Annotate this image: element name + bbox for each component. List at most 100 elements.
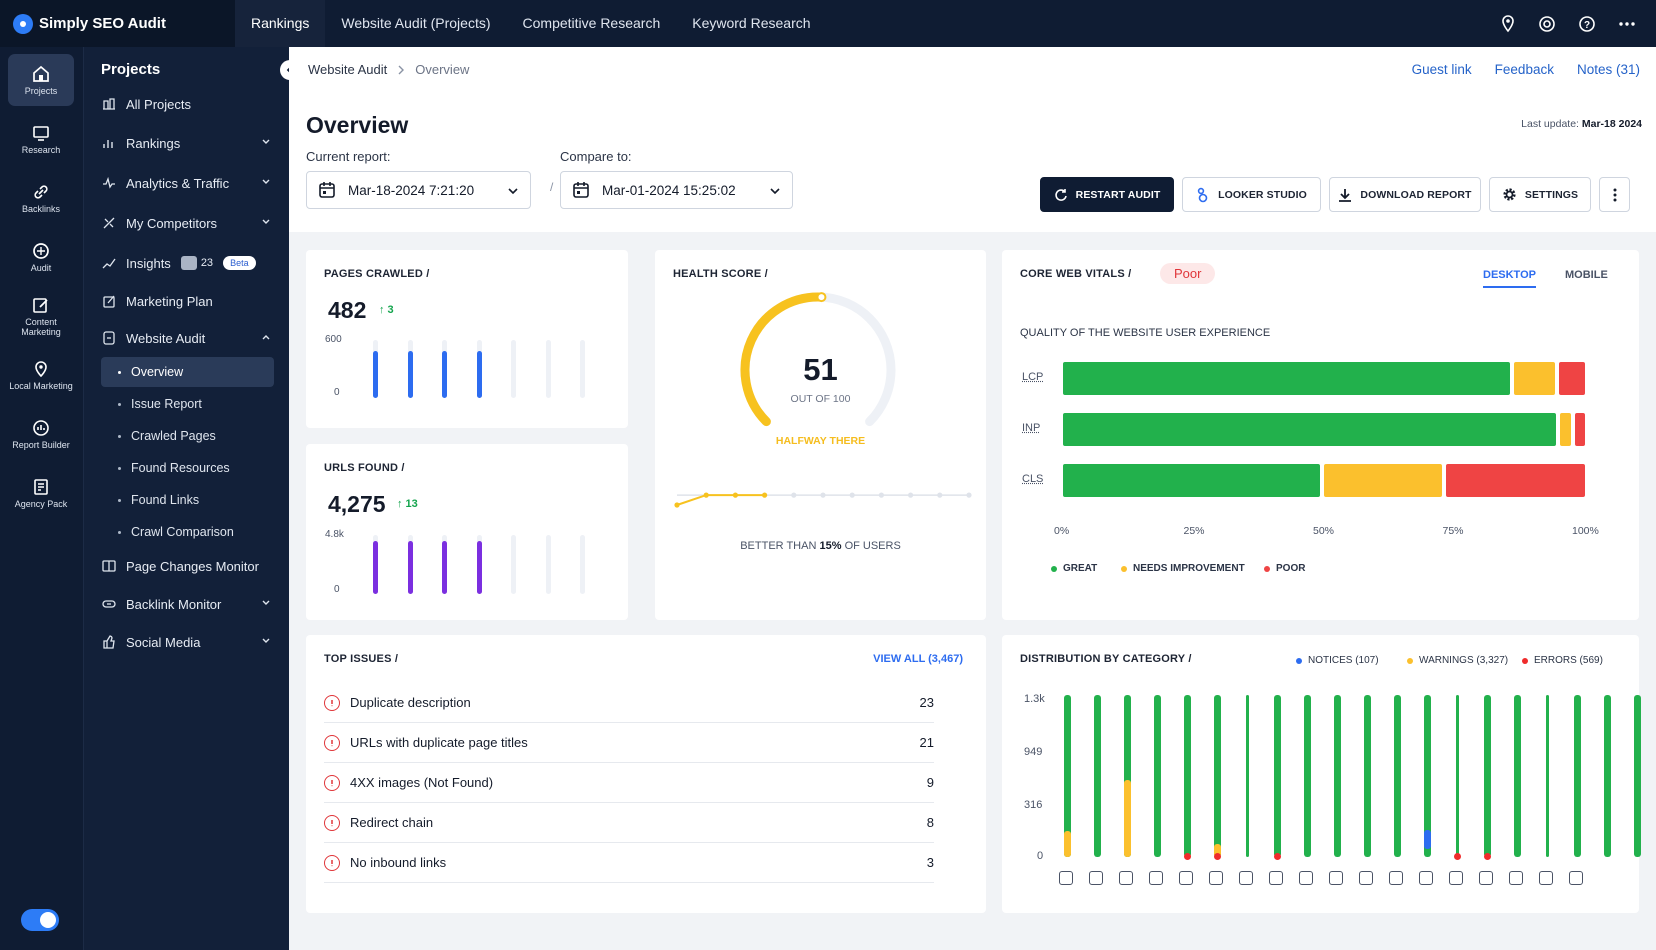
pages-crawled-title: PAGES CRAWLED / xyxy=(324,268,430,280)
sidebar-item-label: Marketing Plan xyxy=(126,293,213,309)
rail-backlinks[interactable]: Backlinks xyxy=(8,172,74,224)
pages-crawled-ymin: 0 xyxy=(334,387,340,398)
settings-button[interactable]: SETTINGS xyxy=(1489,177,1591,212)
topnav-competitive-research[interactable]: Competitive Research xyxy=(522,15,661,31)
top-bar: Simply SEO Audit Rankings Website Audit … xyxy=(0,0,1656,47)
distribution-card: DISTRIBUTION BY CATEGORY / NOTICES (107)… xyxy=(1002,635,1641,913)
tab-mobile[interactable]: MOBILE xyxy=(1565,269,1608,281)
competitors-icon xyxy=(103,217,115,229)
sidebar-item-website-audit[interactable]: Website Audit xyxy=(101,326,271,350)
topnav-keyword-research[interactable]: Keyword Research xyxy=(692,15,811,31)
sidebar-item-competitors[interactable]: My Competitors xyxy=(101,211,271,235)
rail-report-builder[interactable]: Report Builder xyxy=(8,408,74,460)
trend-point xyxy=(732,492,738,498)
support-icon[interactable] xyxy=(1538,15,1556,33)
dist-ytick-1: 1.3k xyxy=(1024,693,1045,705)
restart-audit-button[interactable]: RESTART AUDIT xyxy=(1040,177,1174,212)
sidebar-item-marketing-plan[interactable]: Marketing Plan xyxy=(101,289,271,313)
compare-report-select[interactable]: Mar-01-2024 15:25:02 xyxy=(560,171,793,209)
rail-label: Report Builder xyxy=(12,439,70,450)
urls-found-card: URLS FOUND / 4,275 ↑ 13 4.8k 0 xyxy=(306,444,628,620)
topnav-website-audit[interactable]: Website Audit (Projects) xyxy=(341,15,491,31)
brand-logo-icon xyxy=(13,13,33,34)
sidebar-item-backlink-monitor[interactable]: Backlink Monitor xyxy=(101,592,271,616)
beta-badge: Beta xyxy=(223,256,256,270)
tab-desktop[interactable]: DESKTOP xyxy=(1483,269,1536,288)
rail-research[interactable]: Research xyxy=(8,113,74,165)
current-report-label: Current report: xyxy=(306,149,391,164)
issue-count: 21 xyxy=(919,735,934,750)
sidebar-item-all-projects[interactable]: All Projects xyxy=(101,92,271,116)
monitor-icon xyxy=(33,125,49,141)
rail-label: Local Marketing xyxy=(9,380,73,391)
download-report-button[interactable]: DOWNLOAD REPORT xyxy=(1329,177,1481,212)
urls-found-title: URLS FOUND / xyxy=(324,462,405,474)
rail-agency-pack[interactable]: Agency Pack xyxy=(8,467,74,519)
rail-audit[interactable]: Audit xyxy=(8,231,74,283)
issue-row[interactable]: No inbound links 3 xyxy=(324,843,934,883)
more-icon[interactable] xyxy=(1618,15,1636,33)
issue-row[interactable]: URLs with duplicate page titles 21 xyxy=(324,723,934,763)
rail-local-marketing[interactable]: Local Marketing xyxy=(8,349,74,401)
svg-text:?: ? xyxy=(1584,20,1590,31)
cwv-metric-label: CLS xyxy=(1022,473,1044,485)
sidebar-item-insights[interactable]: Insights 23 Beta xyxy=(101,251,271,275)
topnav-rankings[interactable]: Rankings xyxy=(235,0,326,47)
subnav-overview[interactable]: Overview xyxy=(101,357,274,387)
cwv-segment xyxy=(1574,413,1585,446)
sidebar-item-analytics[interactable]: Analytics & Traffic xyxy=(101,171,271,195)
issue-row[interactable]: Duplicate description 23 xyxy=(324,683,934,723)
warning-icon xyxy=(324,694,340,711)
guest-link[interactable]: Guest link xyxy=(1411,62,1472,77)
cwv-segment xyxy=(1446,464,1585,497)
bar xyxy=(442,351,447,398)
sidebar-item-page-changes[interactable]: Page Changes Monitor xyxy=(101,554,271,578)
looker-studio-button[interactable]: LOOKER STUDIO xyxy=(1182,177,1321,212)
subnav-found-resources[interactable]: Found Resources xyxy=(101,453,274,483)
view-all-link[interactable]: VIEW ALL (3,467) xyxy=(873,653,963,665)
more-options-button[interactable] xyxy=(1599,177,1630,212)
search2-icon xyxy=(1329,871,1343,885)
theme-toggle[interactable] xyxy=(21,909,59,931)
brand[interactable]: Simply SEO Audit xyxy=(0,0,235,47)
urls-found-delta: ↑ 13 xyxy=(397,498,418,510)
header-links: Guest link Feedback Notes (31) xyxy=(1412,62,1640,77)
pages-crawled-ymax: 600 xyxy=(325,334,342,345)
urls-found-value: 4,275 xyxy=(328,491,386,517)
subnav-crawled-pages[interactable]: Crawled Pages xyxy=(101,421,274,451)
rail-content-marketing[interactable]: Content Marketing xyxy=(8,290,74,342)
subnav-crawl-comparison[interactable]: Crawl Comparison xyxy=(101,517,274,547)
issue-row[interactable]: 4XX images (Not Found) 9 xyxy=(324,763,934,803)
link-icon xyxy=(34,184,48,199)
top-issues-title: TOP ISSUES / xyxy=(324,653,399,665)
cwv-segment xyxy=(1559,362,1585,395)
help-icon[interactable]: ? xyxy=(1578,15,1596,33)
issue-row[interactable]: Redirect chain 8 xyxy=(324,803,934,843)
dist-column xyxy=(1274,695,1281,857)
breadcrumb-current: Overview xyxy=(415,62,470,77)
subnav-issue-report[interactable]: Issue Report xyxy=(101,389,274,419)
subnav-found-links[interactable]: Found Links xyxy=(101,485,274,515)
breadcrumb-parent[interactable]: Website Audit xyxy=(308,62,388,77)
dist-column xyxy=(1546,695,1549,857)
looker-studio-label: LOOKER STUDIO xyxy=(1218,188,1307,201)
sidebar-item-label: Page Changes Monitor xyxy=(126,558,259,574)
sidebar-item-label: Social Media xyxy=(126,634,201,650)
location-pin-icon[interactable] xyxy=(1500,14,1516,33)
shield-icon xyxy=(1419,871,1433,885)
cwv-segment xyxy=(1324,464,1443,497)
bar xyxy=(407,541,413,594)
current-report-select[interactable]: Mar-18-2024 7:21:20 xyxy=(306,171,531,209)
insights-count-icon xyxy=(180,256,197,270)
health-out-of: OUT OF 100 xyxy=(790,393,851,405)
sidebar-item-social-media[interactable]: Social Media xyxy=(101,630,271,654)
compare-report-value: Mar-01-2024 15:25:02 xyxy=(602,182,736,198)
cwv-subtitle: QUALITY OF THE WEBSITE USER EXPERIENCE xyxy=(1020,327,1271,339)
feedback-link[interactable]: Feedback xyxy=(1494,62,1554,77)
sidebar-item-rankings[interactable]: Rankings xyxy=(101,131,271,155)
rail-projects[interactable]: Projects xyxy=(8,54,74,106)
image-icon xyxy=(1209,871,1223,885)
notes-link[interactable]: Notes (31) xyxy=(1576,62,1640,77)
trend-point xyxy=(762,492,768,498)
report-separator: / xyxy=(550,180,554,194)
